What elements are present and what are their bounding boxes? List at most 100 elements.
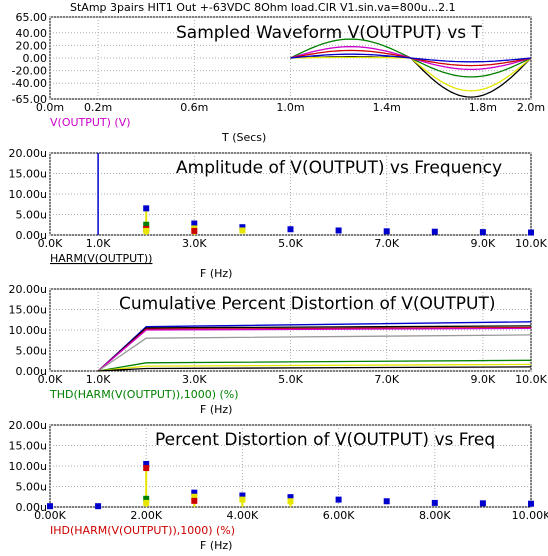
y-tick-label: 65.00 [16, 11, 48, 24]
x-tick-label: 1.0K [86, 237, 111, 250]
x-tick-label: 9.0K [471, 237, 496, 250]
data-point [335, 227, 342, 234]
x-tick-label: 0.6m [180, 101, 208, 114]
window-title: StAmp 3pairs HIT1 Out +-63VDC 8Ohm load.… [70, 1, 456, 14]
x-axis-label: F (Hz) [200, 267, 232, 280]
y-tick-label: 20.00 [16, 39, 48, 52]
y-tick-label: 15.00u [9, 168, 47, 181]
data-point [143, 460, 150, 467]
y-tick-label: 20.00u [9, 147, 47, 160]
data-point [143, 465, 150, 472]
x-tick-label: 7.0K [374, 373, 399, 386]
y-tick-label: 10.00u [9, 460, 47, 473]
x-tick-label: 1.0m [276, 101, 304, 114]
data-point [479, 500, 486, 507]
y-tick-label: 15.00u [9, 304, 47, 317]
chart-title: Sampled Waveform V(OUTPUT) vs T [176, 23, 483, 43]
y-tick-label: 0.00u [16, 365, 47, 378]
data-point [191, 227, 198, 234]
data-point [143, 495, 150, 502]
y-tick-label: 10.00u [9, 188, 47, 201]
data-point [191, 489, 198, 496]
y-tick-label: 20.00u [9, 419, 47, 432]
y-tick-label: 40.00 [16, 27, 48, 40]
x-tick-label: 5.0K [278, 237, 303, 250]
data-point [239, 492, 246, 499]
series-line [97, 359, 532, 372]
x-tick-label: 0.0K [38, 237, 63, 250]
data-point [143, 499, 150, 506]
data-point [383, 498, 390, 505]
data-point [191, 220, 198, 227]
data-point [431, 228, 438, 235]
x-tick-label: 5.0K [278, 373, 303, 386]
x-tick-label: 4.00K [227, 509, 259, 522]
x-tick-label: 2.0m [517, 101, 545, 114]
data-point [287, 494, 294, 501]
x-tick-label: 1.0K [86, 373, 111, 386]
chart-title: Amplitude of V(OUTPUT) vs Frequency [176, 158, 502, 178]
x-tick-label: 1.4m [373, 101, 401, 114]
data-point [239, 496, 246, 503]
y-tick-label: 0.00u [16, 501, 47, 514]
data-point [191, 493, 198, 500]
legend-entry: V(OUTPUT) (V) [50, 116, 131, 129]
data-point [287, 226, 294, 233]
x-tick-label: 1.8m [469, 101, 497, 114]
data-point [143, 205, 150, 212]
x-tick-label: 2.00K [130, 509, 162, 522]
y-tick-label: 5.00u [16, 209, 47, 222]
data-point [431, 499, 438, 506]
series-line [97, 334, 532, 372]
chart-title: Percent Distortion of V(OUTPUT) vs Freq [155, 430, 495, 450]
x-tick-label: 7.0K [374, 237, 399, 250]
legend-entry: IHD(HARM(V(OUTPUT)),1000) (%) [50, 524, 235, 537]
x-axis-label: T (Secs) [221, 131, 266, 144]
x-tick-label: 3.0K [182, 237, 207, 250]
legend-entry: THD(HARM(V(OUTPUT)),1000) (%) [49, 388, 239, 401]
y-tick-label: 15.00u [9, 440, 47, 453]
x-tick-label: 6.00K [323, 509, 355, 522]
series-line [290, 53, 532, 63]
x-tick-label: 10.0K [515, 237, 547, 250]
x-axis-label: F (Hz) [200, 539, 232, 552]
x-tick-label: 0.2m [84, 101, 112, 114]
x-tick-label: 10.0K [515, 373, 547, 386]
data-point [47, 503, 53, 510]
x-tick-label: 3.0K [182, 373, 207, 386]
data-point [143, 227, 150, 234]
x-axis-label: F (Hz) [200, 403, 232, 416]
x-tick-label: 0.0K [38, 373, 63, 386]
y-tick-label: 10.00u [9, 324, 47, 337]
x-tick-label: 8.00K [419, 509, 451, 522]
y-tick-label: 5.00u [16, 481, 47, 494]
y-tick-label: 0.00 [23, 52, 48, 65]
data-point [191, 497, 198, 504]
y-tick-label: -20.00 [12, 65, 47, 78]
y-tick-label: 0.00u [16, 229, 47, 242]
series-line [98, 366, 532, 372]
data-point [239, 227, 246, 234]
data-point [143, 221, 150, 228]
y-tick-label: -40.00 [12, 77, 47, 90]
data-point [383, 228, 390, 235]
data-point [479, 229, 486, 236]
legend-entry: HARM(V(OUTPUT)) [50, 252, 152, 265]
y-tick-label: 5.00u [16, 345, 47, 358]
y-tick-label: -65.00 [12, 93, 47, 106]
series-line [290, 56, 532, 92]
chart-title: Cumulative Percent Distortion of V(OUTPU… [119, 294, 495, 314]
x-tick-label: 10.00K [512, 509, 548, 522]
series-line [98, 363, 532, 372]
data-point [528, 229, 534, 236]
x-tick-label: 0.00K [34, 509, 66, 522]
x-tick-label: 0.0m [36, 101, 64, 114]
y-tick-label: 20.00u [9, 283, 47, 296]
series-line [97, 327, 532, 372]
data-point [95, 503, 102, 510]
data-point [287, 498, 294, 505]
data-point [239, 224, 246, 231]
data-point [528, 500, 534, 507]
